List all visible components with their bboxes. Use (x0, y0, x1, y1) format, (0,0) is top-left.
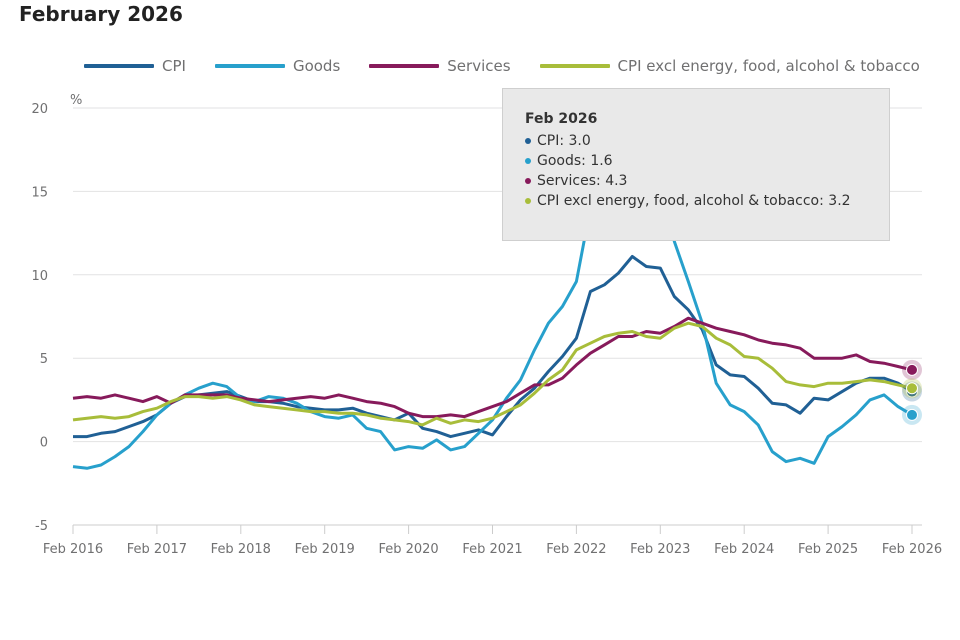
y-tick-label: 5 (40, 352, 48, 367)
legend-label-goods: Goods (292, 57, 341, 75)
highlight-point-goods (906, 408, 918, 421)
x-tick-label: Feb 2017 (127, 542, 187, 557)
series-line-goods (72, 93, 913, 470)
legend-swatch-core-cpi (539, 64, 610, 68)
legend-item-services[interactable]: Services (369, 57, 511, 75)
highlight-point-services (906, 363, 918, 376)
x-tick-label: Feb 2016 (43, 542, 103, 557)
y-tick-label: 20 (31, 102, 48, 117)
chart-legend: CPI Goods Services CPI excl energy, food… (84, 55, 949, 77)
tooltip-text: CPI excl energy, food, alcohol & tobacco… (537, 193, 851, 209)
tooltip-row-cpi: CPI: 3.0 (525, 131, 869, 151)
tooltip-row-goods: Goods: 1.6 (525, 151, 869, 171)
chart-title: February 2026 (19, 2, 183, 26)
tooltip-text: Goods: 1.6 (537, 153, 613, 169)
legend-swatch-cpi (84, 64, 154, 68)
highlight-point-cpi-excl-energy-food-alcohol-tobacco (906, 382, 918, 395)
legend-swatch-goods (214, 64, 285, 68)
legend-label-cpi: CPI (162, 57, 186, 75)
x-tick-label: Feb 2018 (211, 542, 271, 557)
tooltip-row-core-cpi: CPI excl energy, food, alcohol & tobacco… (525, 191, 869, 211)
series-line-cpi (73, 255, 913, 439)
series-line-cpi-excl-energy-food-alcohol-tobacco (72, 321, 913, 427)
x-tick-label: Feb 2023 (630, 542, 690, 557)
x-tick-label: Feb 2026 (882, 542, 942, 557)
x-tick-label: Feb 2024 (714, 542, 774, 557)
y-tick-label: -5 (35, 519, 48, 534)
x-tick-label: Feb 2020 (378, 542, 438, 557)
legend-swatch-services (369, 64, 440, 68)
x-tick-label: Feb 2019 (295, 542, 355, 557)
tooltip-text: CPI: 3.0 (537, 133, 591, 149)
legend-label-core-cpi: CPI excl energy, food, alcohol & tobacco (617, 57, 920, 75)
tooltip-title: Feb 2026 (525, 111, 598, 127)
tooltip-dot-icon (525, 198, 531, 204)
legend-item-cpi[interactable]: CPI (84, 57, 186, 75)
tooltip-dot-icon (525, 158, 531, 164)
y-tick-label: 15 (31, 185, 48, 200)
tooltip-row-services: Services: 4.3 (525, 171, 869, 191)
tooltip-dot-icon (525, 138, 531, 144)
series-line-services (72, 316, 913, 419)
x-tick-label: Feb 2025 (798, 542, 858, 557)
legend-item-core-cpi[interactable]: CPI excl energy, food, alcohol & tobacco (539, 57, 920, 75)
tooltip: Feb 2026 CPI: 3.0 Goods: 1.6 Services: 4… (502, 88, 890, 241)
y-axis-unit-label: % (70, 93, 82, 108)
y-tick-label: 0 (40, 436, 48, 451)
legend-item-goods[interactable]: Goods (214, 57, 341, 75)
tooltip-dot-icon (525, 178, 531, 184)
legend-label-services: Services (447, 57, 511, 75)
y-tick-label: 10 (31, 269, 48, 284)
x-tick-label: Feb 2022 (546, 542, 606, 557)
tooltip-text: Services: 4.3 (537, 173, 628, 189)
x-tick-label: Feb 2021 (462, 542, 522, 557)
